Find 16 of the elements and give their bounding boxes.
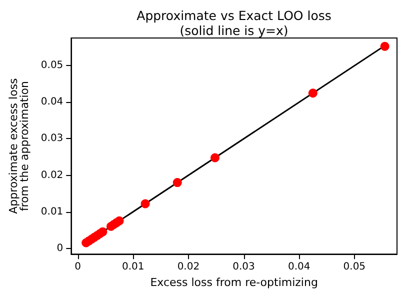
x-tick-label: 0.05 [343, 262, 366, 273]
y-tick-label: 0.03 [40, 133, 64, 144]
y-tick-label: 0 [56, 242, 64, 254]
x-axis-title: Excess loss from re-optimizing [150, 276, 318, 289]
x-tick-label: 0.02 [177, 262, 200, 273]
y-tick-label: 0.04 [40, 96, 64, 108]
y-axis-title: Approximate excess loss from the approximation [7, 78, 31, 214]
x-tick-label: 0.01 [122, 262, 144, 273]
x-tick-label: 0 [74, 262, 81, 273]
y-tick-label: 0.05 [40, 60, 64, 72]
x-tick-label: 0.03 [232, 262, 255, 273]
chart-subtitle: (solid line is y=x) [180, 23, 288, 38]
chart-title: Approximate vs Exact LOO loss [136, 8, 332, 23]
x-tick-label: 0.04 [288, 262, 310, 273]
y-tick-label: 0.02 [40, 170, 64, 181]
y-tick-label: 0.01 [40, 206, 64, 218]
